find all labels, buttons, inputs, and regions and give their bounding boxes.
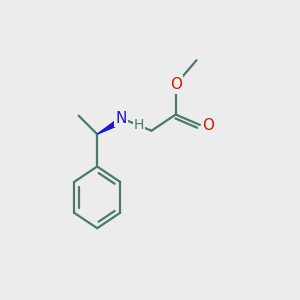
Text: O: O	[170, 77, 182, 92]
Text: O: O	[202, 118, 214, 133]
Text: N: N	[115, 110, 127, 125]
Polygon shape	[97, 116, 125, 134]
Text: H: H	[134, 118, 144, 132]
